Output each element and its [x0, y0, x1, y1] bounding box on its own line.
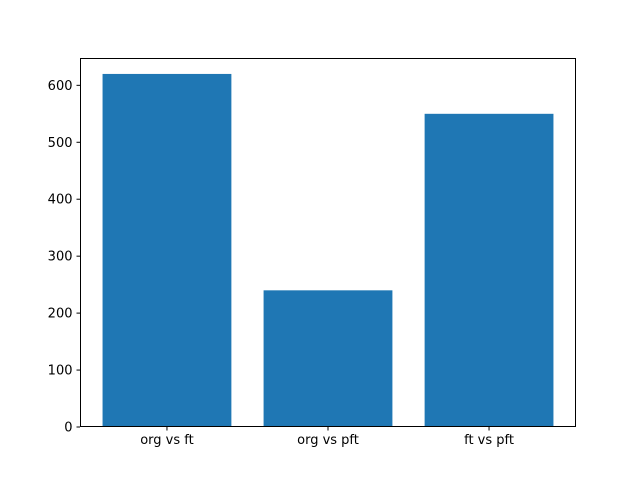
bar-org-vs-pft — [263, 290, 393, 427]
x-tick-label: ft vs pft — [464, 433, 514, 448]
y-tick-label: 600 — [48, 79, 73, 94]
x-tick-label: org vs pft — [297, 433, 359, 448]
axes-group — [80, 58, 576, 427]
labels-group: 0 100 200 300 400 500 600 org vs ft org vs pft ft… — [48, 79, 514, 448]
bar-org-vs-ft — [102, 73, 232, 427]
x-tick-label: org vs ft — [140, 433, 194, 448]
y-tick-label: 0 — [64, 421, 72, 436]
y-tick-label: 300 — [48, 250, 73, 265]
y-tick-label: 100 — [48, 364, 73, 379]
y-tick-label: 500 — [48, 136, 73, 151]
y-tick-label: 400 — [48, 193, 73, 208]
bar-ft-vs-pft — [424, 113, 554, 427]
y-tick-label: 200 — [48, 307, 73, 322]
ticks-group — [76, 84, 490, 431]
bars-group — [102, 73, 554, 427]
axes-spines — [80, 58, 576, 427]
